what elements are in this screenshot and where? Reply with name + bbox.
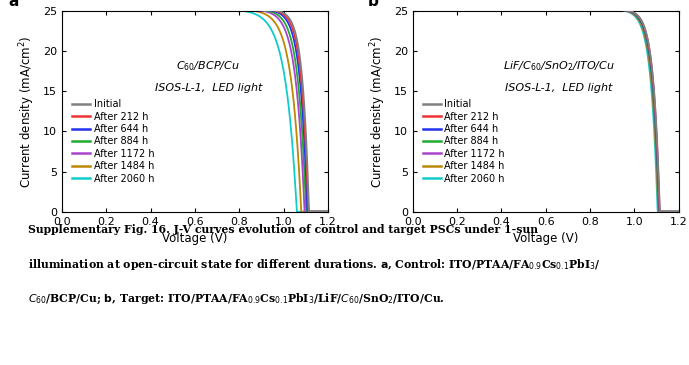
Text: ISOS-L-1,  LED light: ISOS-L-1, LED light (154, 83, 262, 93)
Text: b: b (368, 0, 378, 9)
Text: Supplementary Fig. 16. J-V curves evolution of control and target PSCs under 1-s: Supplementary Fig. 16. J-V curves evolut… (28, 224, 537, 235)
Legend: Initial, After 212 h, After 644 h, After 884 h, After 1172 h, After 1484 h, Afte: Initial, After 212 h, After 644 h, After… (72, 99, 154, 184)
Text: ISOS-L-1,  LED light: ISOS-L-1, LED light (505, 83, 613, 93)
X-axis label: Voltage (V): Voltage (V) (162, 232, 227, 245)
Text: illumination at open-circuit state for different durations. $\mathbf{a}$, Contro: illumination at open-circuit state for d… (28, 257, 600, 272)
Y-axis label: Current density (mA/cm$^2$): Current density (mA/cm$^2$) (18, 35, 37, 188)
Text: $C_{60}$/BCP/Cu: $C_{60}$/BCP/Cu (176, 59, 240, 73)
X-axis label: Voltage (V): Voltage (V) (513, 232, 579, 245)
Y-axis label: Current density (mA/cm$^2$): Current density (mA/cm$^2$) (369, 35, 389, 188)
Text: LiF/$C_{60}$/SnO$_2$/ITO/Cu: LiF/$C_{60}$/SnO$_2$/ITO/Cu (503, 59, 615, 73)
Text: $C_{60}$/BCP/Cu; $\mathbf{b}$, Target: ITO/PTAA/FA$_{0.9}$Cs$_{0.1}$PbI$_3$/LiF/: $C_{60}$/BCP/Cu; $\mathbf{b}$, Target: I… (28, 292, 444, 306)
Text: a: a (9, 0, 19, 9)
Legend: Initial, After 212 h, After 644 h, After 884 h, After 1172 h, After 1484 h, Afte: Initial, After 212 h, After 644 h, After… (423, 99, 505, 184)
